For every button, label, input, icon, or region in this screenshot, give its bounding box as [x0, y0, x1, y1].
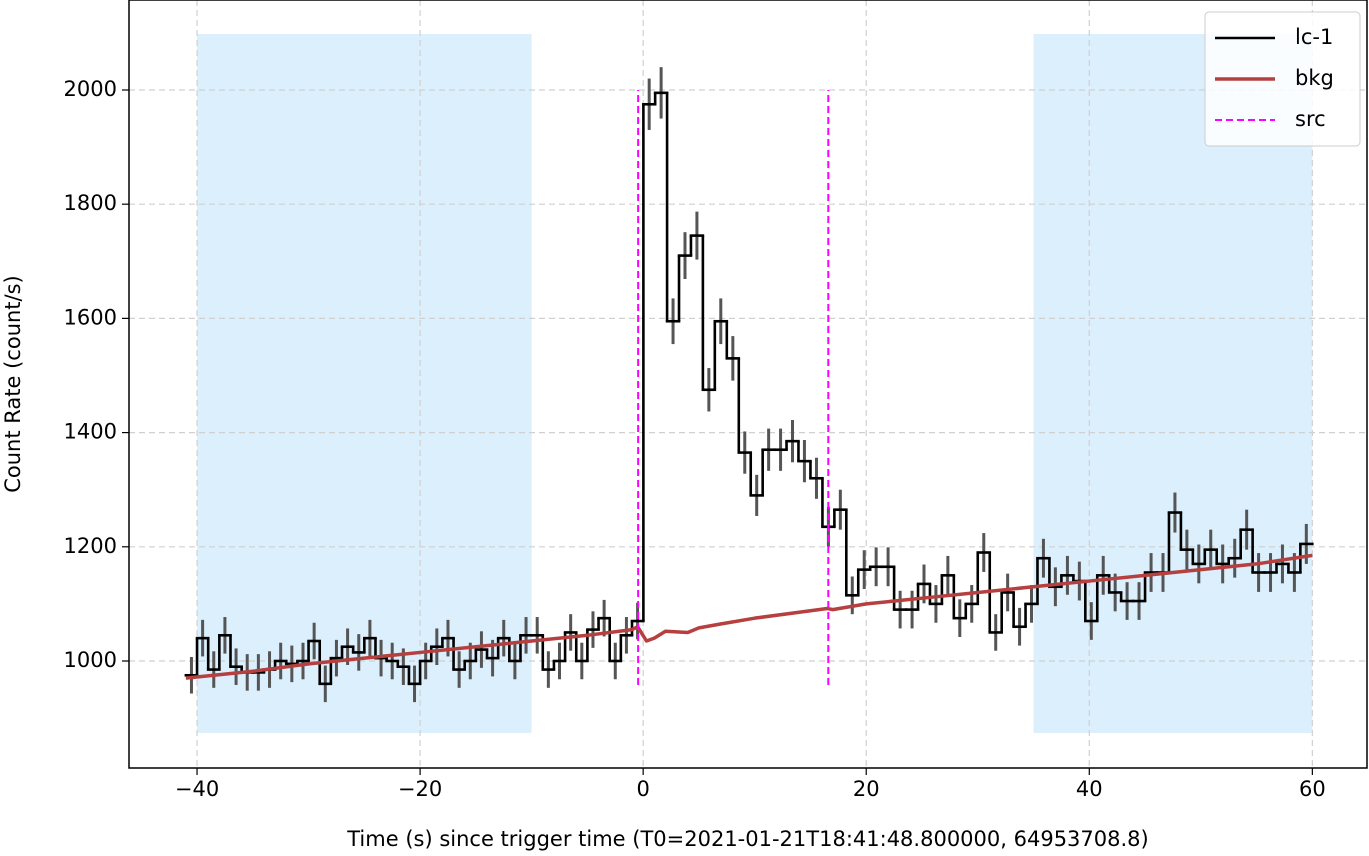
shaded-region — [1033, 34, 1313, 733]
x-tick-label: −20 — [398, 777, 442, 801]
line — [185, 553, 1313, 680]
x-axis-label: Time (s) since trigger time (T0=2021-01-… — [346, 827, 1148, 851]
x-tick-label: 20 — [853, 777, 880, 801]
x-tick-label: −40 — [175, 777, 219, 801]
legend-label: lc-1 — [1295, 25, 1333, 49]
x-tick-label: 40 — [1076, 777, 1103, 801]
y-tick-label: 1600 — [64, 305, 117, 329]
y-tick-label: 1200 — [64, 534, 117, 558]
legend: lc-1 bkg src — [1204, 11, 1361, 147]
legend-label: src — [1295, 107, 1326, 131]
y-axis-label: Count Rate (count/s) — [1, 275, 25, 493]
axes-frame — [128, 0, 1368, 769]
y-tick-label: 1400 — [64, 420, 117, 444]
legend-box — [1204, 11, 1361, 147]
legend-label: bkg — [1295, 66, 1334, 90]
y-tick-label: 2000 — [64, 77, 117, 101]
x-tick-label: 60 — [1299, 777, 1326, 801]
plot-area — [129, 0, 1367, 768]
y-tick-label: 1000 — [64, 648, 117, 672]
shaded-region — [197, 34, 532, 733]
x-tick-label: 0 — [636, 777, 649, 801]
y-tick-label: 1800 — [64, 191, 117, 215]
